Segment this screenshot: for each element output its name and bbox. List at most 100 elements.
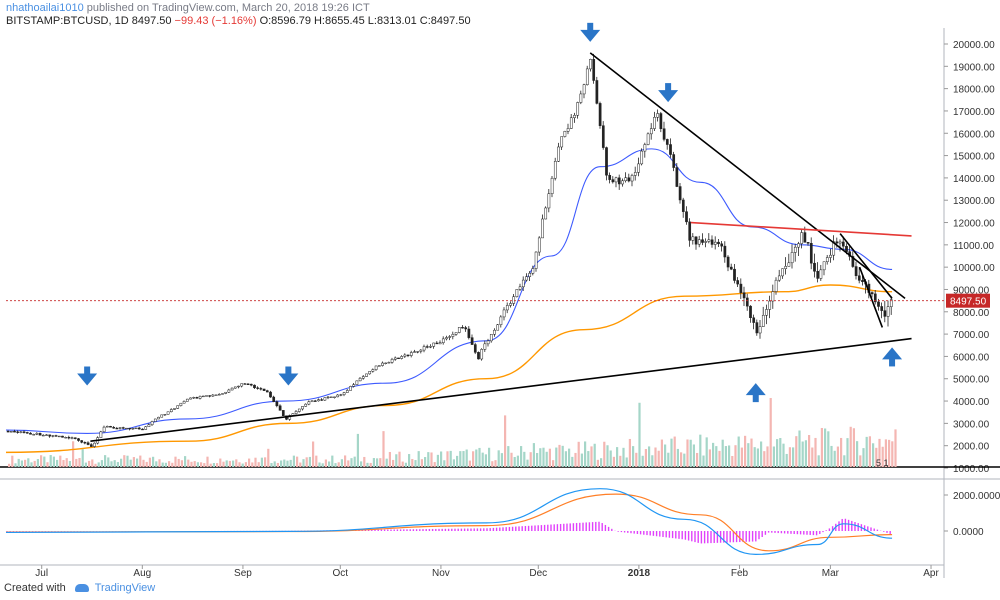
candle-body <box>489 333 493 342</box>
volume-bar <box>296 456 299 467</box>
volume-bar <box>657 450 660 467</box>
candle-body <box>752 317 756 323</box>
candle-body <box>691 236 695 241</box>
volume-bar <box>552 460 555 467</box>
volume-bar <box>350 458 353 467</box>
volume-bar <box>43 456 46 467</box>
volume-bar <box>619 455 622 467</box>
volume-bar <box>667 452 670 467</box>
volume-bar <box>251 462 254 467</box>
volume-bar <box>491 461 494 467</box>
volume-bar <box>795 436 798 467</box>
volume-bar <box>257 462 260 467</box>
candle-body <box>35 433 39 435</box>
candle-body <box>112 426 116 429</box>
candle-body <box>438 342 442 345</box>
candle-body <box>422 346 426 351</box>
volume-bar <box>676 448 679 467</box>
candle-body <box>150 421 154 425</box>
candle-body <box>736 280 740 285</box>
candle-body <box>269 391 272 398</box>
candle-body <box>467 328 471 338</box>
candle-body <box>665 139 669 145</box>
volume-bar <box>558 444 561 467</box>
candle-body <box>6 431 10 433</box>
volume-bar <box>593 443 596 467</box>
candle-body <box>710 239 714 245</box>
volume-bar <box>545 451 548 467</box>
candle-body <box>22 431 26 433</box>
volume-bar <box>142 459 145 467</box>
candle-body <box>278 405 282 411</box>
volume-bar <box>632 446 635 467</box>
volume-bar <box>129 459 132 467</box>
volume-bar <box>820 427 823 467</box>
candle-body <box>755 322 759 334</box>
volume-bar <box>600 458 603 467</box>
volume-bar <box>24 459 27 467</box>
volume-bar <box>580 453 583 467</box>
candle-body <box>192 397 196 399</box>
volume-bar <box>590 446 593 467</box>
candle-body <box>19 431 23 433</box>
volume-bar <box>808 435 811 467</box>
volume-bar <box>46 462 49 467</box>
volume-bar <box>289 459 292 467</box>
volume-bar <box>760 441 763 467</box>
candle-body <box>566 128 570 132</box>
candle-body <box>208 395 212 397</box>
volume-bar <box>385 458 388 467</box>
volume-bar <box>68 460 71 467</box>
candle-body <box>486 340 490 345</box>
y-tick-label: 13000.00 <box>953 196 995 207</box>
candle-body <box>630 175 634 182</box>
volume-bar <box>328 461 331 467</box>
arrow-shaft <box>752 393 759 403</box>
y-tick-label: 6000.00 <box>953 352 990 363</box>
volume-bar <box>833 450 836 467</box>
volume-bar <box>232 460 235 467</box>
volume-bar <box>811 447 814 467</box>
volume-bar <box>427 452 430 467</box>
author-name[interactable]: nhathoailai1010 <box>6 2 84 14</box>
candle-body <box>413 351 416 353</box>
candle-body <box>809 243 813 264</box>
down-arrow-icon <box>278 366 299 386</box>
volume-bar <box>478 447 481 467</box>
volume-bar <box>712 442 715 467</box>
candle-body <box>233 386 237 389</box>
candle-body <box>214 394 218 396</box>
volume-bar <box>443 460 446 467</box>
volume-bar <box>769 398 772 467</box>
volume-bar <box>324 459 327 467</box>
volume-bar <box>302 459 305 467</box>
volume-bar <box>104 455 107 467</box>
volume-bar <box>14 463 17 467</box>
candle-body <box>265 390 269 393</box>
volume-bar <box>641 455 644 467</box>
arrow-shaft <box>84 366 91 376</box>
candle-body <box>217 394 221 396</box>
volume-bar <box>827 431 830 467</box>
volume-bar <box>862 448 865 467</box>
candle-body <box>48 434 52 437</box>
up-arrow-icon <box>745 383 766 403</box>
volume-bar <box>772 446 775 467</box>
volume-bar <box>177 458 180 467</box>
volume-bar <box>238 462 241 467</box>
candle-body <box>118 427 122 429</box>
candle-body <box>38 433 42 436</box>
volume-bar <box>148 457 151 467</box>
volume-bar <box>123 455 126 467</box>
volume-bar <box>321 463 324 467</box>
candle-body <box>614 177 618 183</box>
volume-bar <box>731 455 734 467</box>
volume-bar <box>868 436 871 467</box>
volume-bar <box>654 447 657 467</box>
candle-body <box>432 342 436 347</box>
candle-body <box>883 310 887 317</box>
candle-body <box>9 431 13 433</box>
tradingview-link[interactable]: TradingView <box>94 582 156 594</box>
volume-bar <box>241 463 244 467</box>
